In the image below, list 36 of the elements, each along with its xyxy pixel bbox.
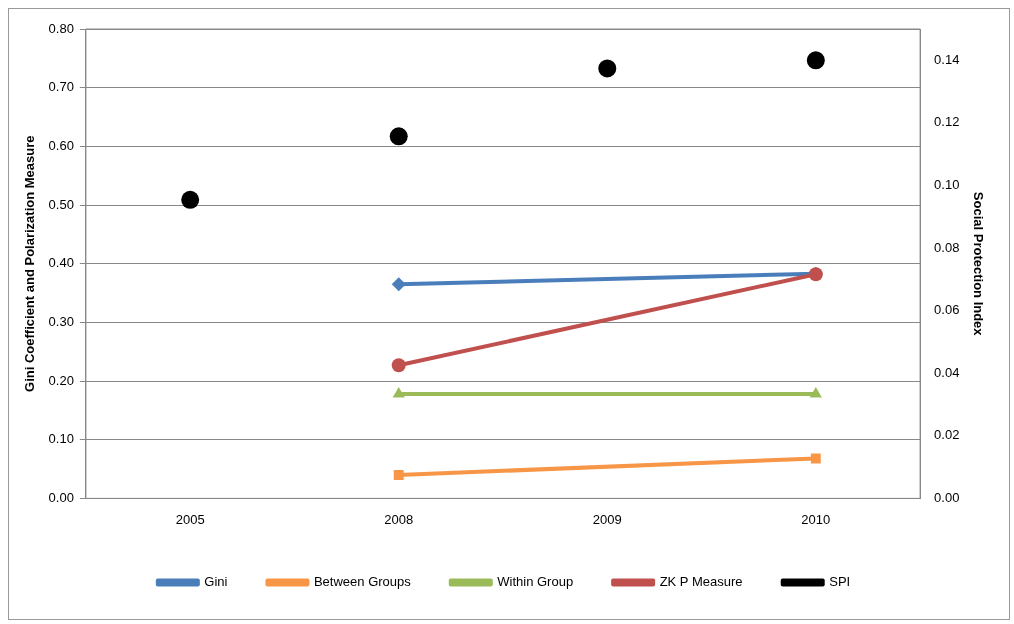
- point: [810, 453, 821, 464]
- y2-axis-title: Social Protection Index: [970, 191, 986, 337]
- y-tick-label: 0.40: [48, 255, 74, 271]
- y2-tick-label: 0.06: [934, 302, 960, 318]
- y2-tick-label: 0.00: [934, 489, 960, 505]
- point: [391, 358, 406, 373]
- y-tick-label: 0.20: [48, 372, 74, 388]
- y-tick-label: 0.30: [48, 313, 74, 329]
- y2-tick-label: 0.10: [934, 177, 960, 193]
- y-tick-label: 0.00: [48, 489, 74, 505]
- point: [598, 59, 617, 78]
- y-tick-label: 0.60: [48, 137, 74, 153]
- point: [389, 127, 408, 146]
- x-tick-label: 2010: [801, 511, 831, 527]
- y2-tick-label: 0.04: [934, 364, 960, 380]
- y2-tick-label: 0.14: [934, 51, 960, 67]
- legend-label: ZK P Measure: [659, 574, 743, 590]
- point: [806, 51, 825, 70]
- y-tick-label: 0.10: [48, 431, 74, 447]
- y-axis-title: Gini Coefficient and Polarization Measure: [22, 135, 38, 392]
- point: [181, 190, 200, 209]
- y-tick-label: 0.80: [48, 20, 74, 36]
- x-tick-label: 2005: [175, 511, 205, 527]
- point: [393, 469, 404, 480]
- y2-tick-label: 0.02: [934, 427, 960, 443]
- y2-tick-label: 0.12: [934, 114, 960, 130]
- y-tick-label: 0.50: [48, 196, 74, 212]
- legend-label: SPI: [829, 574, 851, 590]
- x-tick-label: 2008: [384, 511, 414, 527]
- legend-label: Gini: [204, 574, 228, 590]
- y2-tick-label: 0.08: [934, 239, 960, 255]
- x-tick-label: 2009: [592, 511, 622, 527]
- legend-label: Between Groups: [313, 574, 412, 590]
- y-tick-label: 0.70: [48, 79, 74, 95]
- legend-label: Within Group: [497, 574, 574, 590]
- point: [391, 277, 406, 292]
